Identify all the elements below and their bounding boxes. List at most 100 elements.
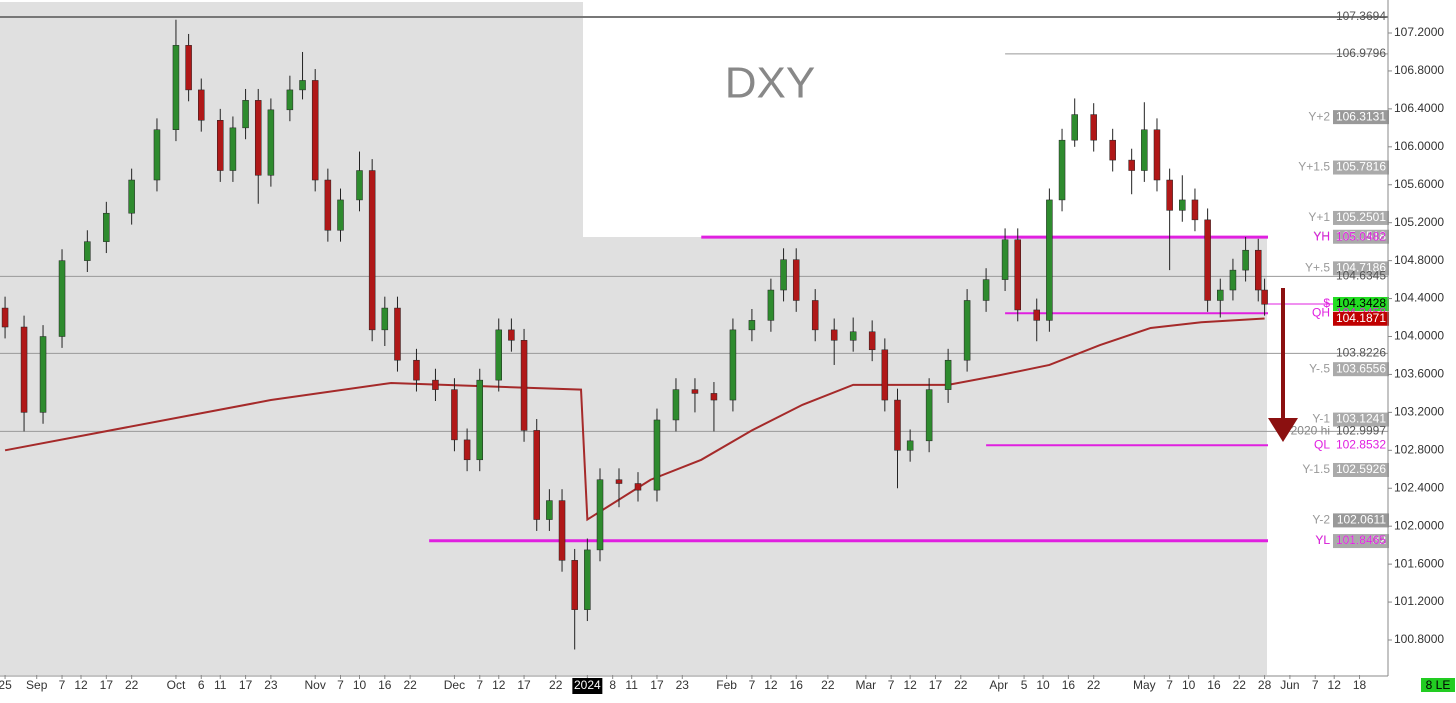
candle-body	[596, 479, 604, 551]
x-tick-label: 16	[378, 678, 392, 692]
y-tick-label: 102.0000	[1394, 518, 1444, 532]
x-tick-label: 6	[198, 678, 205, 692]
candle-body	[58, 260, 66, 337]
x-tick-label: 7	[1166, 678, 1173, 692]
candle-body	[311, 80, 319, 181]
y-tick-label: 105.2000	[1394, 215, 1444, 229]
candle-body	[172, 45, 180, 130]
x-tick-label: 7	[1312, 678, 1319, 692]
corner-tag: 8 LE	[1426, 678, 1451, 692]
candle-body	[1090, 114, 1097, 141]
x-tick-label: Jun	[1280, 678, 1299, 692]
candle-body	[533, 430, 540, 520]
level-value: 102.0611	[1337, 513, 1386, 527]
candle-body	[963, 300, 971, 361]
level-value: 106.3131	[1336, 109, 1386, 123]
level-label: YH	[1313, 229, 1330, 243]
candle-body	[84, 241, 91, 261]
candle-body	[1255, 249, 1262, 291]
y-tick-label: 106.8000	[1394, 63, 1444, 77]
level-value: 103.1241	[1336, 412, 1386, 426]
level-tag	[1333, 534, 1389, 549]
level-tag	[1333, 229, 1389, 244]
x-tick-label: 16	[790, 678, 804, 692]
level-tag	[1333, 110, 1389, 125]
candle-body	[413, 359, 420, 381]
x-tick-label: 7	[888, 678, 895, 692]
candle-body	[767, 289, 775, 321]
level-label: YH	[1313, 229, 1330, 243]
level-label: QH	[1312, 305, 1330, 319]
level-value: 104.3428	[1336, 296, 1386, 310]
x-tick-label: 22	[954, 678, 968, 692]
candle-body	[1179, 199, 1186, 211]
moving-average	[4, 317, 1265, 522]
y-tick-label: 102.8000	[1394, 442, 1444, 456]
y-tick-label: 101.6000	[1394, 556, 1444, 570]
candle-body	[463, 439, 471, 461]
level-value: 105.7816	[1336, 160, 1386, 174]
level-label: Y+1.5	[1298, 160, 1330, 174]
level-tag	[1333, 311, 1389, 326]
candle-body	[1033, 309, 1040, 321]
x-tick-label: Oct	[167, 678, 186, 692]
candle-body	[20, 326, 28, 413]
shaded-range	[0, 2, 583, 675]
candle-body	[1058, 139, 1066, 201]
y-tick-label: 106.4000	[1394, 101, 1444, 115]
candle-body	[1166, 179, 1173, 211]
candle-body	[849, 331, 857, 341]
candle-body	[571, 560, 578, 610]
level-label: QL	[1314, 437, 1330, 451]
candle-body	[710, 393, 718, 401]
candle-body	[242, 100, 249, 129]
candle-body	[868, 331, 876, 351]
x-tick-label: 16	[1207, 678, 1221, 692]
candle-body	[337, 199, 344, 231]
y-tick-label: 104.4000	[1394, 291, 1444, 305]
x-tick-label: 7	[749, 678, 756, 692]
candle-body	[1, 307, 9, 328]
level-value: 104.1871	[1336, 311, 1386, 325]
y-tick-label: 103.2000	[1394, 405, 1444, 419]
level-value: 104.6345	[1336, 268, 1386, 282]
level-label: Y+2	[1308, 109, 1330, 123]
candle-body	[103, 212, 110, 242]
candle-body	[324, 179, 332, 231]
candle-body	[185, 45, 192, 91]
level-value: 103.8226	[1336, 346, 1386, 360]
level-value: 101.8432	[1336, 533, 1386, 547]
x-tick-label: 22	[403, 678, 417, 692]
level-value: 105.2501	[1336, 210, 1386, 224]
candle-body	[780, 259, 787, 291]
candle-body	[1204, 219, 1211, 301]
level-tag	[1333, 210, 1389, 225]
x-tick-label: 22	[1233, 678, 1247, 692]
candle-body	[356, 170, 363, 201]
candle-body	[476, 379, 484, 461]
x-tick-label: 28	[1258, 678, 1272, 692]
candle-body	[229, 127, 237, 171]
candle-body	[432, 379, 439, 390]
x-tick-label: 12	[1328, 678, 1342, 692]
candle-body	[792, 259, 800, 301]
level-value: 102.5926	[1336, 462, 1386, 476]
level-label: Y+1	[1308, 210, 1330, 224]
x-tick-label: 17	[517, 678, 531, 692]
level-value: 105.0518	[1336, 229, 1386, 243]
candle-body	[153, 129, 161, 181]
level-tag	[1333, 261, 1389, 276]
candle-body	[286, 89, 294, 111]
candle-body	[691, 389, 699, 394]
level-tag	[1333, 412, 1389, 427]
candle-body	[1128, 159, 1135, 171]
level-tag	[1333, 462, 1389, 477]
x-tick-label: 16	[1062, 678, 1076, 692]
level-value: 102.9997	[1336, 424, 1386, 438]
candle-body	[267, 109, 275, 176]
x-tick-highlight	[572, 678, 603, 694]
level-value: 101.8465	[1336, 533, 1386, 547]
x-tick-label: 7	[337, 678, 344, 692]
candle-body	[729, 329, 737, 401]
